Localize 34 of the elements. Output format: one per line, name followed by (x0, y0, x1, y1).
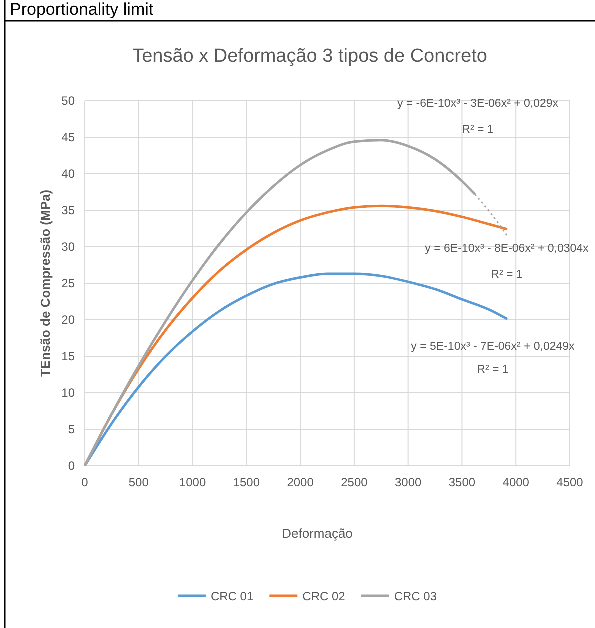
y-tick-label: 35 (62, 203, 76, 218)
annotation: R² = 1 (462, 124, 494, 136)
x-tick-label: 1000 (179, 476, 206, 490)
annotation: y = 5E-10x³ - 7E-06x² + 0,0249x (411, 341, 576, 353)
x-tick-label: 4000 (502, 476, 530, 490)
x-tick-label: 3500 (448, 476, 476, 490)
y-tick-label: 5 (68, 422, 76, 436)
x-tick-label: 2500 (341, 476, 368, 490)
annotation: R² = 1 (491, 269, 523, 281)
legend-label: CRC 03 (394, 590, 438, 604)
x-tick-label: 4500 (556, 476, 584, 490)
x-tick-label: 2000 (287, 476, 314, 490)
x-tick-label: 500 (128, 476, 150, 490)
y-tick-label: 50 (62, 94, 76, 108)
x-tick-label: 1500 (233, 476, 260, 490)
chart-title: Tensão x Deformação 3 tipos de Concreto (132, 46, 488, 67)
annotation: y = 6E-10x³ - 8E-06x² + 0,0304x (425, 243, 590, 255)
y-tick-label: 45 (62, 130, 76, 144)
legend-label: CRC 02 (302, 590, 346, 604)
y-tick-label: 20 (62, 312, 76, 327)
x-tick-label: 0 (82, 476, 89, 490)
y-tick-label: 25 (62, 276, 76, 290)
text: Proportionality limit (10, 0, 154, 19)
y-tick-label: 15 (62, 349, 76, 364)
y-tick-label: 30 (62, 240, 76, 254)
y-tick-label: 40 (62, 166, 76, 181)
y-tick-label: 10 (62, 386, 76, 400)
y-tick-label: 0 (68, 458, 76, 473)
legend-label: CRC 01 (210, 590, 254, 604)
y-axis-title: TEnsão de Compressão (MPa) (38, 190, 53, 378)
annotation: R² = 1 (477, 364, 509, 376)
x-axis-title: Deformação (282, 526, 353, 541)
x-tick-label: 3000 (394, 476, 422, 490)
annotation: y = -6E-10x³ - 3E-06x² + 0,029x (397, 98, 559, 110)
